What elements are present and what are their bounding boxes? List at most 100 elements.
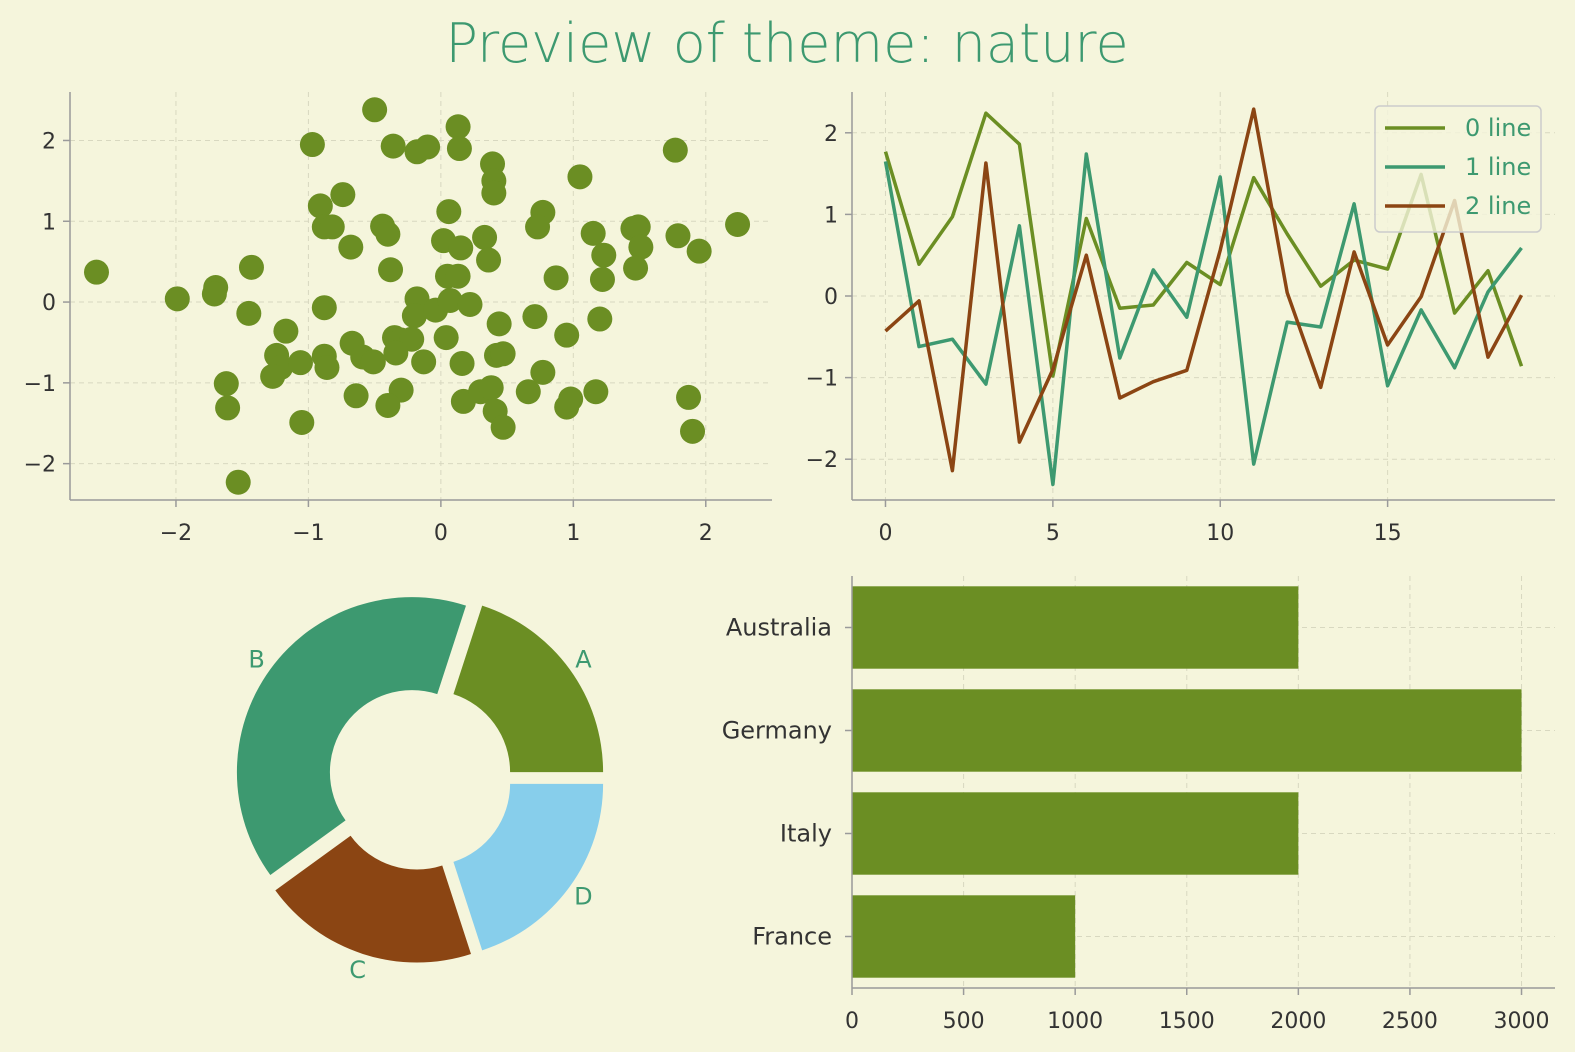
scatter-point	[436, 199, 462, 225]
scatter-point	[530, 359, 556, 385]
scatter-point	[411, 349, 437, 375]
line-x-tick-label: 5	[1046, 521, 1060, 546]
scatter-y-tick-label: −2	[24, 453, 56, 478]
scatter-point	[472, 224, 498, 250]
scatter-point	[437, 287, 463, 313]
scatter-point	[445, 263, 471, 289]
legend-label-2: 2 line	[1465, 192, 1531, 220]
scatter-point	[665, 223, 691, 249]
scatter-point	[543, 265, 569, 291]
scatter-point	[623, 255, 649, 281]
bar-chart: 0 500 1000 1500 2000 2500 3000 France Italy Germa…	[722, 576, 1555, 1034]
line-chart: 0 5 10 15 −2 −1 0 1 2 0 line 1 line 2 line	[806, 92, 1555, 546]
bar-australia	[852, 586, 1299, 669]
bar-category-label: Australia	[726, 614, 832, 642]
scatter-y-tick-label: 1	[42, 210, 56, 235]
scatter-point	[383, 340, 409, 366]
scatter-x-tick-label: −2	[160, 521, 192, 546]
bar-category-label: Germany	[722, 717, 832, 745]
scatter-x-tick-label: 1	[566, 521, 580, 546]
scatter-point	[330, 182, 356, 208]
scatter-point	[680, 418, 706, 444]
bar-x-tick-label: 0	[845, 1009, 859, 1034]
line-y-tick-label: −1	[806, 367, 838, 392]
scatter-axes: −2 −1 0 1 2 −2 −1 0 1 2	[24, 92, 772, 546]
line-x-tick-label: 10	[1206, 521, 1234, 546]
scatter-point	[311, 295, 337, 321]
scatter-x-tick-label: 2	[699, 521, 713, 546]
scatter-point	[415, 134, 441, 160]
scatter-chart: −2 −1 0 1 2 −2 −1 0 1 2	[24, 92, 772, 546]
donut-label-a: A	[575, 645, 592, 673]
figure-title: Preview of theme: nature	[445, 12, 1128, 75]
scatter-point	[580, 220, 606, 246]
scatter-point	[457, 291, 483, 317]
scatter-point	[583, 379, 609, 405]
scatter-y-tick-label: −1	[24, 372, 56, 397]
scatter-point	[299, 132, 325, 158]
scatter-point	[515, 379, 541, 405]
scatter-point	[375, 392, 401, 418]
scatter-point	[213, 371, 239, 397]
line-series-2	[884, 107, 1524, 473]
scatter-point	[360, 349, 386, 375]
line-series-1	[883, 152, 1523, 487]
scatter-point	[164, 286, 190, 312]
scatter-point	[662, 137, 688, 163]
bar-category-label: France	[752, 923, 832, 951]
legend-box	[1374, 105, 1542, 233]
bar-x-tick-label: 1500	[1159, 1009, 1215, 1034]
donut-slice-b	[236, 597, 466, 875]
bar-x-tick-label: 2000	[1270, 1009, 1326, 1034]
scatter-point	[273, 318, 299, 344]
line-x-tick-label: 15	[1374, 521, 1402, 546]
scatter-point	[378, 257, 404, 283]
scatter-point	[625, 214, 651, 240]
legend-label-1: 1 line	[1465, 153, 1531, 181]
scatter-y-tick-label: 2	[42, 129, 56, 154]
scatter-point	[433, 325, 459, 351]
scatter-y-tick-label: 0	[42, 291, 56, 316]
donut-slice-a	[453, 605, 604, 773]
donut-slice-c	[275, 835, 471, 963]
scatter-point	[686, 238, 712, 264]
donut-label-c: C	[349, 956, 366, 984]
scatter-point	[522, 304, 548, 330]
scatter-point	[558, 386, 584, 412]
bar-x-tick-label: 2500	[1382, 1009, 1438, 1034]
scatter-point	[554, 322, 580, 348]
bar-france	[852, 895, 1076, 978]
scatter-point	[401, 303, 427, 329]
scatter-point	[478, 375, 504, 401]
donut-chart: A B C D	[236, 597, 604, 984]
bar-x-tick-label: 500	[943, 1009, 985, 1034]
scatter-point	[445, 114, 471, 140]
scatter-point	[375, 221, 401, 247]
scatter-x-tick-label: −1	[292, 521, 324, 546]
scatter-point	[260, 363, 286, 389]
scatter-point	[676, 384, 702, 410]
scatter-point	[490, 414, 516, 440]
bar-category-label: Italy	[780, 820, 832, 848]
scatter-point	[289, 409, 315, 435]
scatter-point	[362, 97, 388, 123]
line-y-tick-label: 2	[824, 122, 838, 147]
line-y-tick-label: 0	[824, 285, 838, 310]
scatter-point	[449, 350, 475, 376]
scatter-point	[486, 311, 512, 337]
scatter-point	[525, 214, 551, 240]
bar-x-tick-label: 1000	[1047, 1009, 1103, 1034]
scatter-point	[591, 242, 617, 268]
scatter-point	[225, 469, 251, 495]
donut-label-d: D	[574, 883, 592, 911]
line-legend: 0 line 1 line 2 line	[1374, 105, 1542, 233]
scatter-point	[725, 211, 751, 237]
scatter-point	[587, 306, 613, 332]
scatter-point	[201, 281, 227, 307]
donut-slice-d	[453, 783, 604, 951]
bar-axes: 0 500 1000 1500 2000 2500 3000 France Italy Germa…	[722, 576, 1555, 1034]
scatter-point	[481, 180, 507, 206]
bar-x-tick-label: 3000	[1494, 1009, 1550, 1034]
scatter-point	[567, 164, 593, 190]
